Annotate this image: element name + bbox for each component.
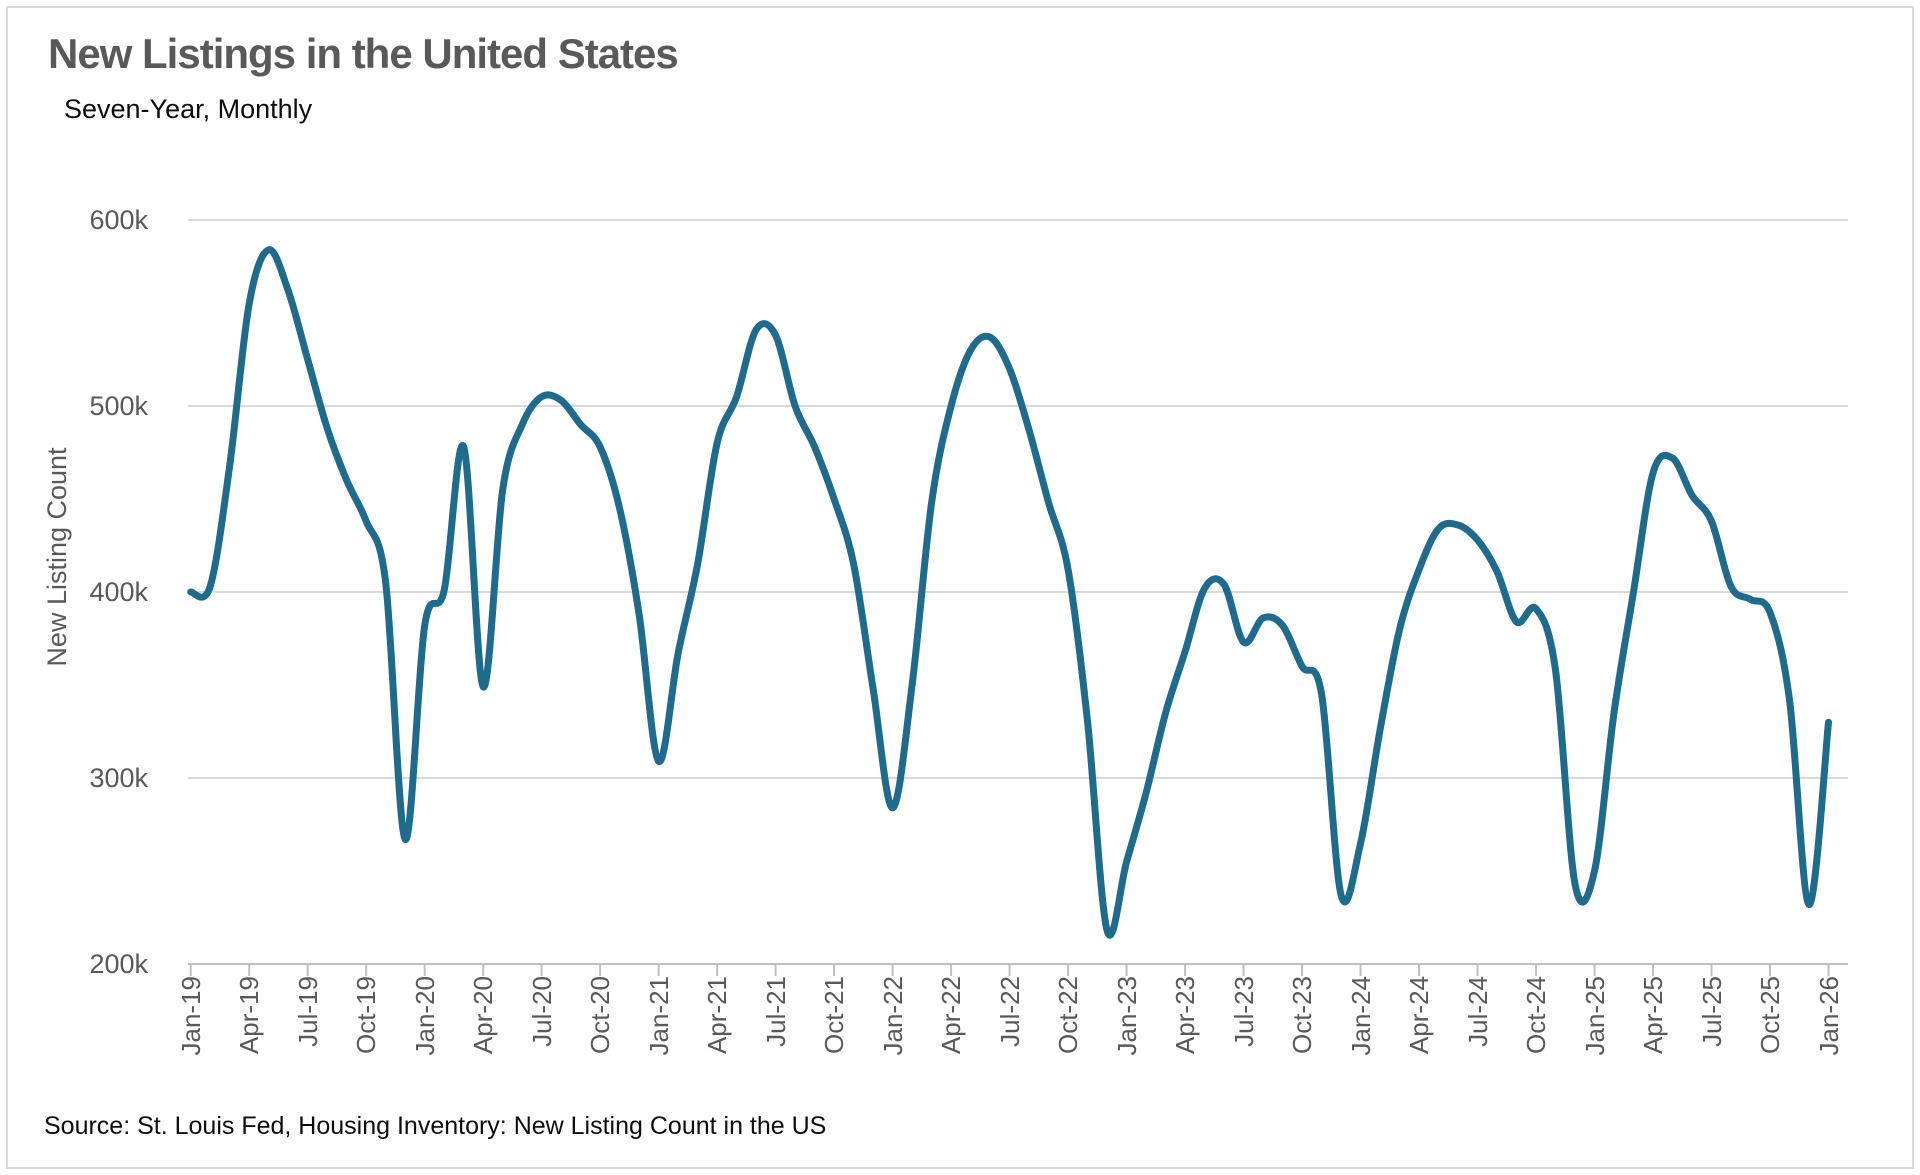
source-note: Source: St. Louis Fed, Housing Inventory… <box>44 1112 827 1140</box>
x-axis-label: Oct-20 <box>585 976 616 1055</box>
x-axis-label: Oct-24 <box>1521 976 1552 1055</box>
x-axis-label: Jan-20 <box>409 976 440 1056</box>
x-axis-label: Jul-20 <box>526 976 557 1047</box>
chart-subtitle: Seven-Year, Monthly <box>64 94 313 124</box>
x-axis-label: Jan-26 <box>1813 976 1844 1056</box>
x-axis-label: Apr-23 <box>1170 976 1201 1055</box>
x-axis-label: Jul-19 <box>292 976 323 1047</box>
x-axis-label: Jan-19 <box>175 976 206 1056</box>
x-axis-label: Apr-22 <box>936 976 967 1055</box>
x-axis-label: Apr-25 <box>1638 976 1669 1055</box>
x-axis-label: Jan-21 <box>643 976 674 1056</box>
x-axis-label: Jul-21 <box>760 976 791 1047</box>
series-line-new-listing-count <box>187 246 1832 939</box>
x-axis-label: Jan-24 <box>1345 976 1376 1056</box>
x-axis-label: Apr-20 <box>468 976 499 1055</box>
x-axis-label: Oct-25 <box>1755 976 1785 1055</box>
y-axis-label: 600k <box>89 205 148 235</box>
chart-title: New Listings in the United States <box>48 30 679 77</box>
x-axis-label: Apr-21 <box>702 976 733 1055</box>
x-axis-label: Jul-22 <box>994 976 1025 1047</box>
x-axis-label: Jan-23 <box>1111 976 1142 1056</box>
x-axis-label: Apr-24 <box>1404 976 1435 1055</box>
y-axis-label: 300k <box>89 763 148 793</box>
x-axis-label: Oct-22 <box>1053 976 1084 1055</box>
x-axis-label: Apr-19 <box>234 976 265 1055</box>
y-axis-label: 200k <box>89 949 148 979</box>
x-axis-label: Jul-25 <box>1696 976 1727 1047</box>
x-axis-label: Oct-23 <box>1287 976 1318 1055</box>
x-axis-label: Jul-23 <box>1228 976 1259 1047</box>
x-axis-label: Jul-24 <box>1462 976 1493 1047</box>
x-axis-label: Oct-21 <box>819 976 850 1055</box>
x-axis-label: Jan-22 <box>877 976 908 1056</box>
x-axis-label: Oct-19 <box>351 976 382 1055</box>
y-axis-label: 500k <box>89 391 148 421</box>
x-axis-label: Jan-25 <box>1579 976 1610 1056</box>
y-axis-label: 400k <box>89 577 148 607</box>
